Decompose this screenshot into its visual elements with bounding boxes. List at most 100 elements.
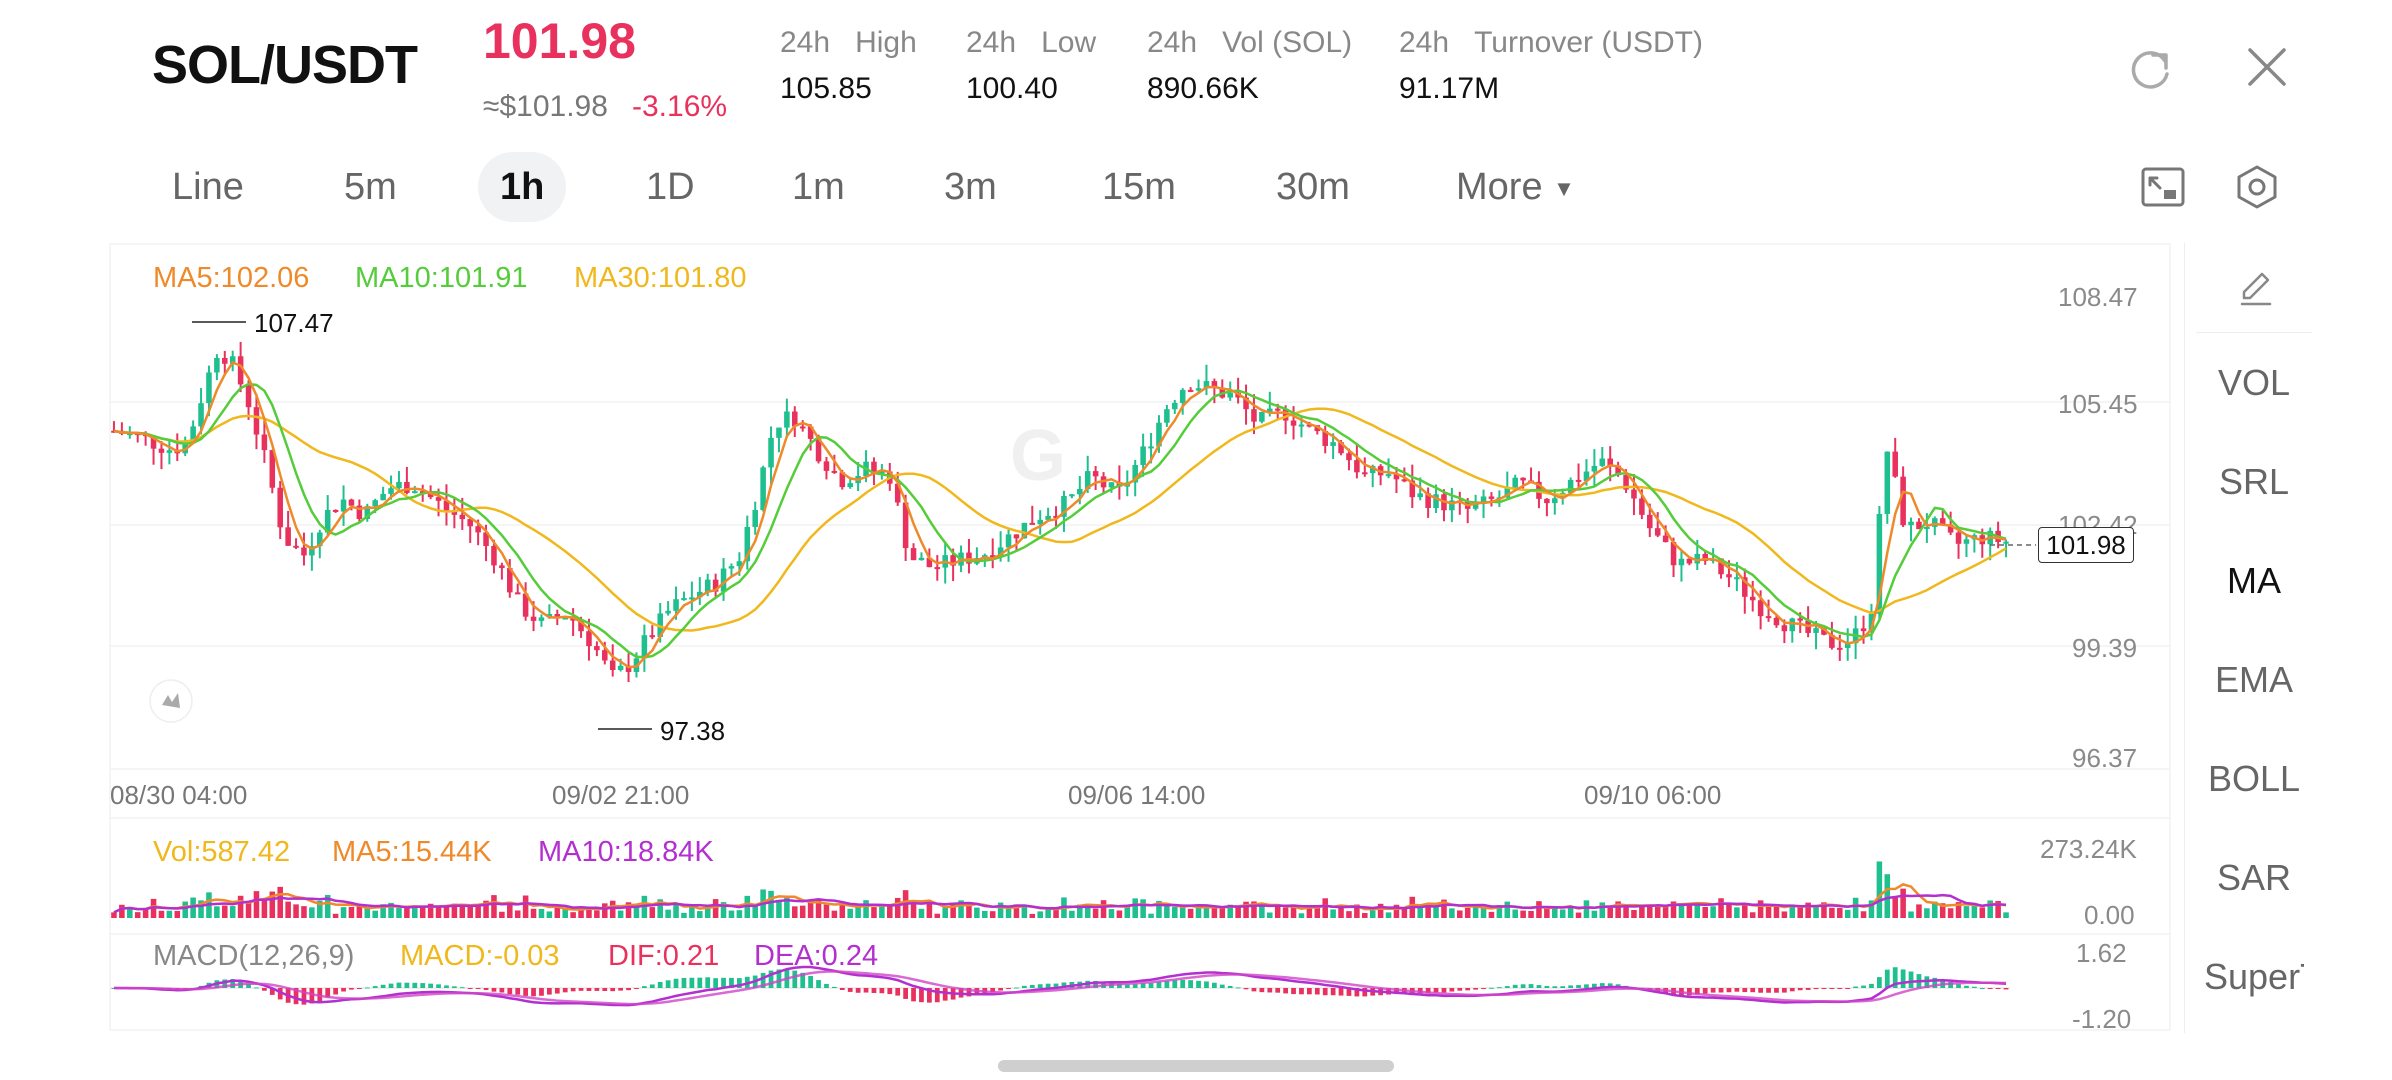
legend-vol: Vol:587.42 — [153, 836, 291, 868]
stat-label: High — [855, 26, 917, 59]
volume-bar — [388, 902, 394, 918]
indicator-ema[interactable]: EMA — [2214, 659, 2293, 700]
tab-line[interactable]: Line — [172, 166, 244, 208]
candle-body — [1868, 613, 1875, 632]
tab-3m[interactable]: 3m — [944, 166, 997, 208]
legend-vol-ma5: MA5:15.44K — [332, 836, 492, 868]
macd-hist-bar — [1512, 984, 1518, 988]
volume-bar — [1884, 874, 1891, 918]
candle-body — [673, 599, 679, 611]
volume-bar — [657, 899, 663, 918]
tab-15m[interactable]: 15m — [1102, 166, 1176, 208]
macd-hist-bar — [887, 988, 893, 995]
close-icon[interactable] — [2246, 46, 2288, 88]
stat-value: 105.85 — [780, 72, 872, 105]
stat-24h-high: 24h High 105.85 — [780, 26, 917, 106]
macd-hist-bar — [2003, 988, 2009, 990]
vol-y-tick: 273.24K — [2040, 834, 2137, 864]
macd-hist-bar — [1314, 988, 1320, 995]
candle-body — [1544, 498, 1550, 504]
volume-bar — [1995, 900, 2001, 918]
tab-5m[interactable]: 5m — [344, 166, 397, 208]
macd-hist-bar — [436, 984, 441, 988]
candle-body — [1932, 518, 1938, 527]
macd-hist-bar — [1275, 988, 1281, 993]
volume-bar — [1045, 907, 1051, 918]
legend-macd: MACD:-0.03 — [400, 940, 560, 972]
y-tick: 108.47 — [2058, 282, 2138, 312]
indicator-supertrend[interactable]: SuperTr — [2204, 956, 2304, 997]
volume-bar — [1979, 907, 1986, 918]
legend-ma5: MA5:102.06 — [153, 262, 310, 294]
volume-bar — [467, 905, 473, 918]
candle-body — [324, 509, 331, 533]
volume-bar — [554, 907, 561, 918]
macd-hist-bar — [681, 977, 687, 988]
macd-hist-bar — [531, 988, 536, 997]
candle-body — [1425, 493, 1431, 509]
indicator-vol[interactable]: VOL — [2217, 362, 2291, 403]
volume-bar — [736, 910, 743, 918]
volume-bar — [1813, 906, 1819, 918]
tab-1h[interactable]: 1h — [478, 152, 567, 222]
macd-hist-bar — [1148, 983, 1154, 988]
chart-mode-icon[interactable] — [148, 678, 194, 724]
volume-bar — [1290, 904, 1297, 918]
candle-body — [1757, 600, 1764, 617]
volume-bar — [1805, 902, 1811, 918]
tab-30m[interactable]: 30m — [1276, 166, 1350, 208]
macd-hist-bar — [1956, 984, 1961, 988]
candle-body — [1092, 471, 1099, 477]
tab-more[interactable]: More ▼ — [1434, 152, 1597, 222]
settings-icon[interactable] — [2234, 164, 2280, 210]
candle-body — [1860, 628, 1867, 632]
pencil-icon[interactable] — [2236, 268, 2276, 308]
fullscreen-icon[interactable] — [2140, 166, 2186, 208]
candle-body — [309, 546, 315, 556]
candle-body — [570, 617, 576, 621]
volume-bar — [1528, 910, 1534, 918]
volume-bar — [1781, 911, 1788, 918]
tab-1d[interactable]: 1D — [646, 166, 695, 208]
volume-bar — [142, 908, 149, 918]
macd-hist-bar — [1924, 976, 1930, 988]
volume-bar — [1077, 904, 1083, 918]
indicator-srl[interactable]: SRL — [2218, 461, 2290, 502]
volume-bar — [926, 902, 933, 918]
macd-hist-bar — [1006, 988, 1011, 989]
refresh-icon[interactable] — [2126, 44, 2176, 94]
volume-bar — [475, 904, 481, 918]
candle-body — [483, 532, 489, 547]
candle-body — [1765, 616, 1772, 619]
candles — [111, 341, 2009, 683]
pair-title[interactable]: SOL/USDT — [152, 35, 418, 95]
macd-hist-bar — [1132, 984, 1138, 988]
indicator-ma[interactable]: MA — [2227, 560, 2281, 601]
macd-hist-bar — [483, 988, 489, 991]
volume-bar — [459, 904, 466, 918]
home-indicator[interactable] — [998, 1060, 1394, 1072]
indicator-boll[interactable]: BOLL — [2207, 758, 2301, 799]
volume-bar — [1892, 897, 1898, 918]
tab-1m[interactable]: 1m — [792, 166, 845, 208]
volume-bar — [435, 906, 442, 918]
volume-bar — [1480, 906, 1487, 918]
macd-hist-bar — [1829, 988, 1835, 989]
indicator-sar[interactable]: SAR — [2216, 857, 2292, 898]
candle-body — [237, 356, 244, 385]
candle-body — [1132, 465, 1138, 483]
candle-body — [768, 437, 774, 468]
macd-hist-bar — [444, 985, 449, 988]
macd-hist-bar — [642, 986, 647, 988]
candle-body — [879, 471, 885, 474]
macd-hist-bar — [792, 970, 798, 988]
macd-hist-bar — [1710, 988, 1716, 993]
candle-body — [1449, 500, 1455, 511]
macd-hist-bar — [942, 988, 948, 1001]
volume-bar — [1971, 905, 1978, 918]
candle-body — [689, 597, 695, 600]
legend-ma30: MA30:101.80 — [574, 262, 747, 294]
y-tick: 99.39 — [2072, 633, 2138, 663]
volume-bar — [720, 902, 727, 918]
